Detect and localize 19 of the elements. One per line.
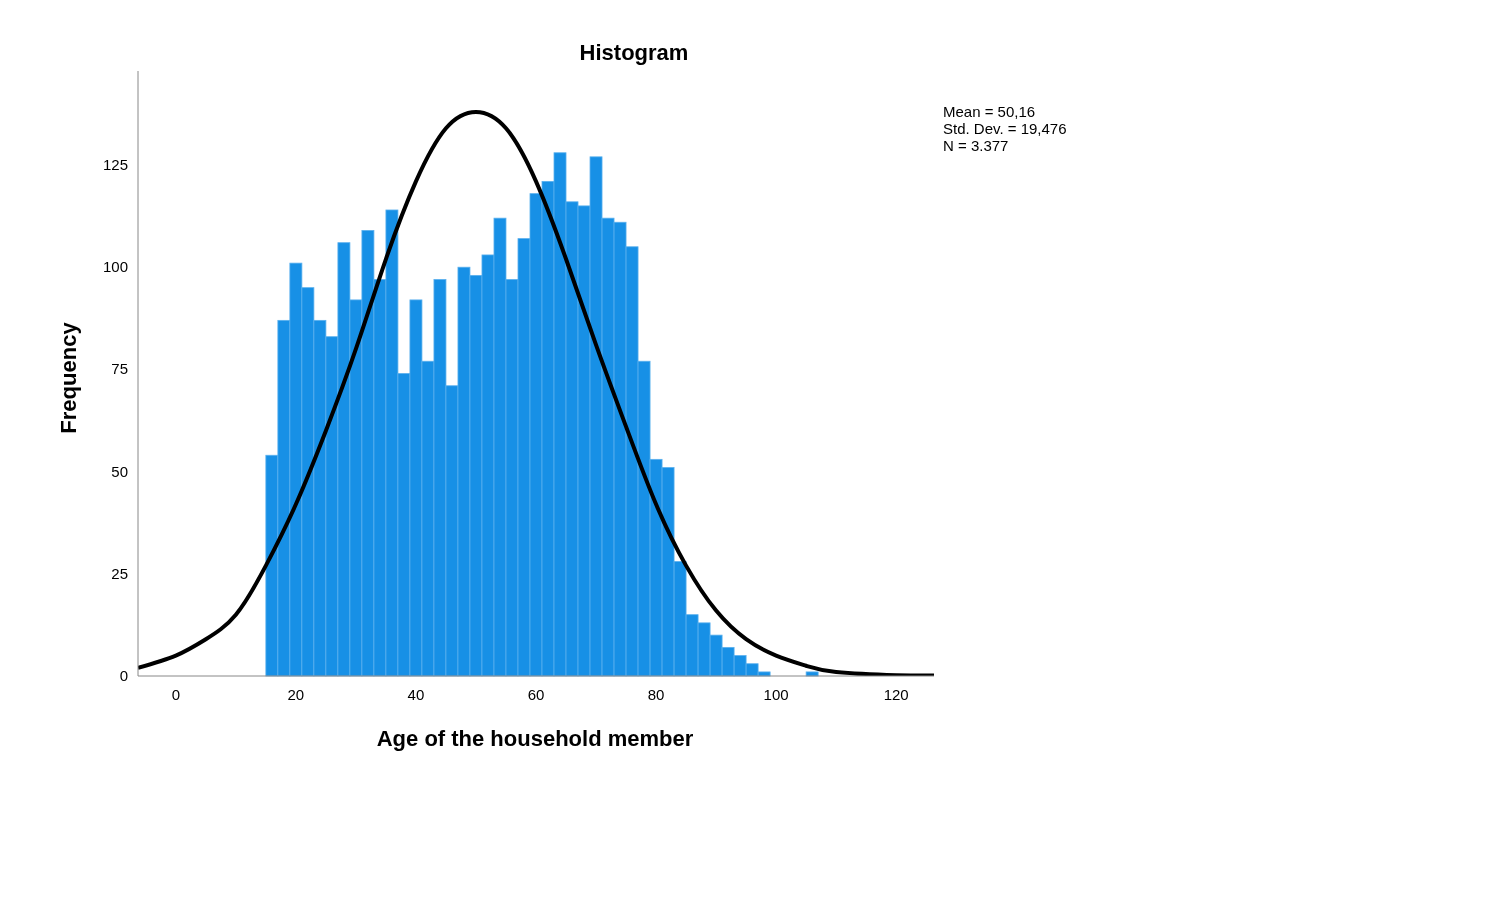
x-tick-label: 100 bbox=[763, 686, 789, 703]
x-tick-label: 40 bbox=[407, 686, 425, 703]
y-tick-label: 0 bbox=[119, 667, 128, 684]
y-tick-label: 125 bbox=[102, 156, 128, 174]
chart-title: Histogram bbox=[579, 40, 689, 65]
y-tick-label: 25 bbox=[111, 564, 128, 582]
x-tick-label: 120 bbox=[883, 686, 909, 703]
text: Mean = 50,16 bbox=[943, 103, 1036, 120]
text: Std. Dev. = 19,476 bbox=[943, 120, 1067, 137]
y-axis-title: Frequency bbox=[56, 321, 81, 434]
x-tick-label: 60 bbox=[527, 686, 545, 703]
x-tick-label: 20 bbox=[287, 686, 305, 703]
x-tick-label: 80 bbox=[647, 686, 665, 703]
y-tick-label: 75 bbox=[111, 360, 128, 378]
x-tick-label: 0 bbox=[171, 686, 180, 703]
text: N = 3.377 bbox=[943, 137, 1009, 154]
y-tick-label: 50 bbox=[111, 462, 128, 480]
y-tick-label: 100 bbox=[102, 258, 128, 276]
x-axis-title: Age of the household member bbox=[376, 726, 694, 751]
